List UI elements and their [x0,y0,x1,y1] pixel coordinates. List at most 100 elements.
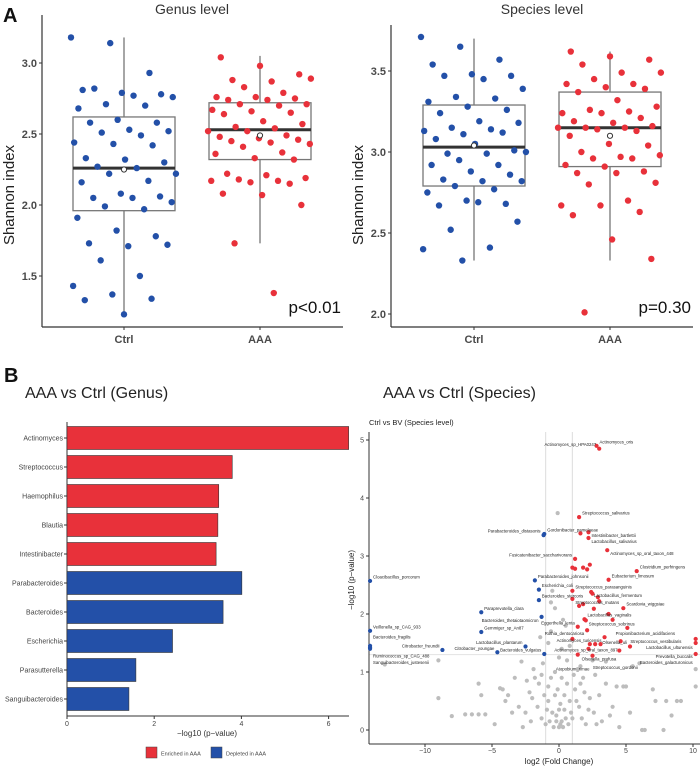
y-axis-label: −log10 (p−value) [347,550,356,610]
data-point-aaa [586,106,594,114]
scatter-point-nonsignificant [560,725,566,730]
data-point-ctrl [117,190,125,197]
data-point-aaa [209,106,216,114]
scatter-point-depleted [532,578,537,583]
x-tick-label-ctrl: Ctrl [465,334,484,346]
scatter-point-enriched [593,642,598,647]
scatter-point-nonsignificant [492,722,497,727]
data-point-aaa [229,76,236,84]
bar-intestinibacter [66,542,217,566]
scatter-point-nonsignificant [530,696,535,701]
scatter-point-enriched [598,642,603,647]
scatter-point-nonsignificant [617,725,622,730]
data-point-ctrl [78,179,85,186]
scatter-point-nonsignificant [693,684,698,689]
scatter-point-enriched [625,625,630,631]
point-label: Gordonibacter_pamelaeae [547,527,598,532]
data-point-aaa [609,119,617,127]
data-point-ctrl [153,119,161,126]
data-point-ctrl [441,72,448,80]
data-point-ctrl [522,148,530,156]
data-point-ctrl [506,171,514,178]
point-label: Streptococcus_sobrinus [589,621,635,626]
data-point-aaa [636,208,643,216]
data-point-aaa [653,103,660,110]
data-point-ctrl [448,124,455,131]
legend-swatch-enriched [145,746,158,759]
data-point-ctrl [502,200,509,208]
scatter-point-enriched [587,642,592,647]
legend-label-enriched: Enriched in AAA [161,752,201,758]
data-point-aaa [259,118,267,125]
scatter-point-enriched [587,562,592,567]
scatter-point-depleted [536,587,542,592]
data-point-aaa [252,93,259,101]
bar-bacteroides [66,600,224,624]
data-point-ctrl [514,218,521,225]
data-point-ctrl [165,127,172,135]
data-point-aaa [570,118,578,125]
scatter-point-nonsignificant [556,655,562,660]
scatter-point-nonsignificant [555,510,560,516]
scatter-point-nonsignificant [539,716,544,721]
point-label: Lactobacillus_ultunensis [646,645,693,650]
y-tick-label: 2 [360,612,364,619]
data-point-aaa [306,140,314,148]
data-point-ctrl [97,257,104,264]
scatter-point-nonsignificant [586,707,591,712]
scatter-point-nonsignificant [563,716,568,721]
y-tick-label: 1 [360,670,364,677]
category-label: Escherichia [27,639,63,646]
scatter-point-nonsignificant [552,606,558,611]
chart-title: AAA vs Ctrl (Species) [383,385,536,402]
y-tick-label: 3.5 [371,66,386,78]
point-label: Parabacteroides_johnsonii [538,574,589,579]
scatter-point-nonsignificant [637,661,642,666]
data-point-aaa [644,142,652,149]
scatter-point-enriched [570,596,575,602]
scatter-point-enriched [594,443,599,448]
data-point-ctrl [107,39,114,47]
scatter-point-nonsignificant [558,701,563,707]
scatter-point-enriched [586,535,591,541]
x-axis-label: log2 (Fold Change) [525,757,594,766]
scatter-point-nonsignificant [520,725,525,730]
data-point-ctrl [460,130,467,138]
data-point-aaa [239,143,247,150]
data-point-ctrl [432,135,440,143]
scatter-point-enriched [585,628,590,633]
y-tick-label: 2.5 [22,129,37,141]
scatter-point-nonsignificant [582,690,587,695]
data-point-ctrl [156,193,164,200]
x-tick-label: 5 [624,748,628,755]
data-point-ctrl [495,161,502,169]
data-point-ctrl [476,118,483,125]
scatter-point-depleted [495,650,500,655]
scatter-point-nonsignificant [546,684,551,689]
scatter-point-enriched [583,618,588,623]
data-point-aaa [601,163,608,170]
data-point-aaa [287,109,294,116]
x-tick-label: 10 [689,748,697,755]
scatter-point-nonsignificant [523,710,528,715]
scatter-point-depleted [523,644,528,649]
data-point-ctrl [140,206,148,213]
data-point-ctrl [94,163,101,170]
scatter-point-enriched [581,602,586,607]
point-label: Bacteroides_stercoris [542,594,583,599]
point-label: Citrobacter_youngae [454,646,495,651]
scatter-point-depleted [440,647,445,653]
data-point-ctrl [486,244,494,251]
data-point-aaa [562,161,569,169]
data-point-ctrl [109,291,116,298]
data-point-aaa [605,140,613,148]
scatter-point-nonsignificant [547,719,552,724]
scatter-point-nonsignificant [603,681,609,686]
data-point-aaa [220,110,228,118]
scatter-point-nonsignificant [664,698,669,704]
scatter-point-nonsignificant [650,687,655,692]
data-point-aaa [219,190,227,197]
data-point-aaa [213,93,220,101]
data-point-aaa [302,174,309,182]
scatter-point-nonsignificant [436,696,441,701]
